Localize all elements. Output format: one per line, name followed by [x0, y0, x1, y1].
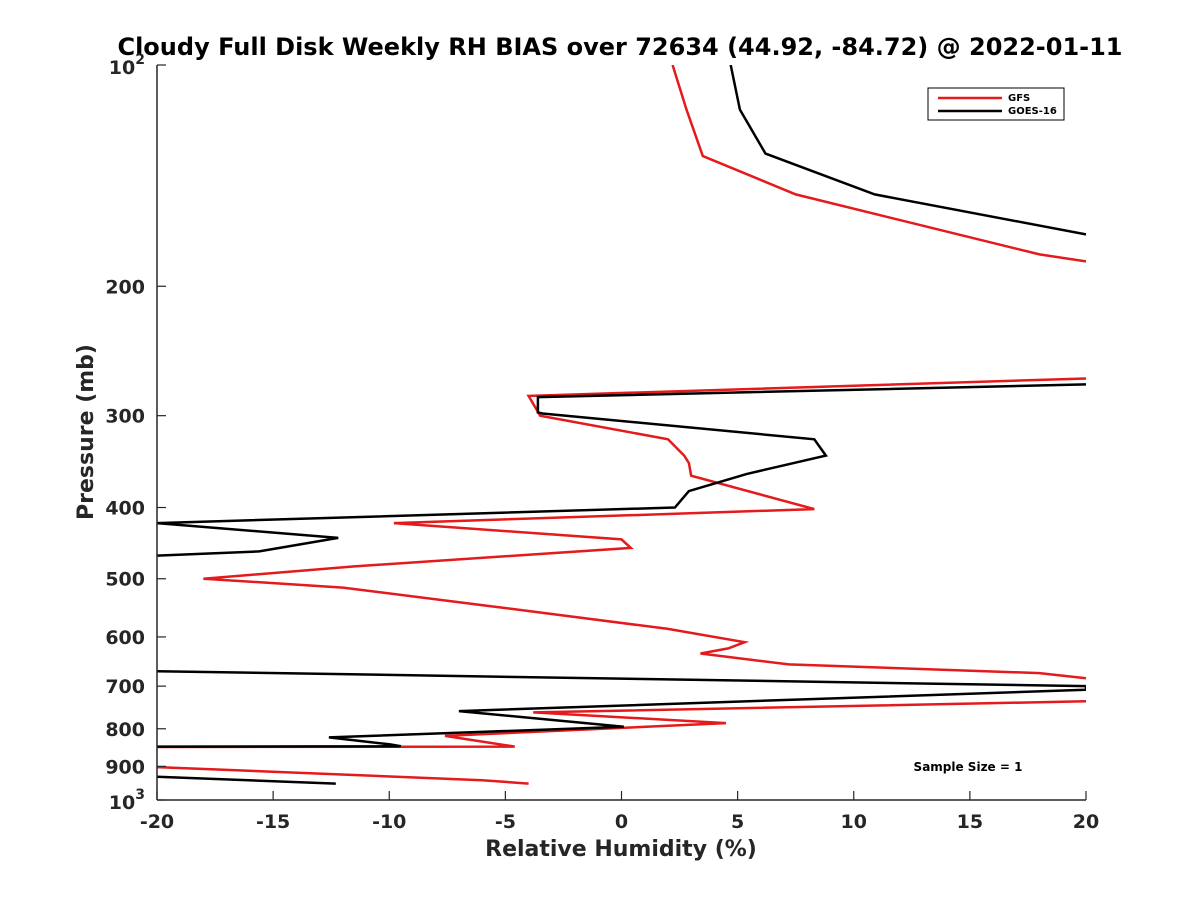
- x-tick-label: 10: [841, 811, 867, 833]
- y-tick-label: 500: [105, 569, 145, 591]
- x-tick-label: -15: [256, 811, 290, 833]
- x-tick-label: -10: [372, 811, 406, 833]
- legend: GFS GOES-16: [927, 87, 1065, 121]
- x-tick-label: 20: [1073, 811, 1099, 833]
- legend-box: [927, 87, 1065, 121]
- x-axis-ticks: -20 -15 -10 -5 0 5 10 15 20: [140, 791, 1099, 833]
- x-tick-label: -5: [495, 811, 516, 833]
- y-tick-label: 800: [105, 719, 145, 741]
- series-line-gfs: [157, 65, 1086, 785]
- y-tick-label: 400: [105, 498, 145, 520]
- x-tick-label: 5: [731, 811, 744, 833]
- y-tick-label: 700: [105, 676, 145, 698]
- y-tick-label: 600: [105, 627, 145, 649]
- sample-size-annotation: Sample Size = 1: [914, 760, 1023, 774]
- series-line-goes-16: [157, 65, 1086, 785]
- y-tick-label: 200: [105, 276, 145, 298]
- y-tick-label: 900: [105, 756, 145, 778]
- plot-lines: [157, 65, 1086, 785]
- x-tick-label: 0: [615, 811, 628, 833]
- x-axis-label: Relative Humidity (%): [485, 837, 757, 862]
- y-tick-label: 300: [105, 406, 145, 428]
- y-axis-label: Pressure (mb): [74, 344, 99, 520]
- chart-title: Cloudy Full Disk Weekly RH BIAS over 726…: [117, 33, 1122, 61]
- x-tick-label: -20: [140, 811, 174, 833]
- x-tick-label: 15: [957, 811, 983, 833]
- legend-label-gfs: GFS: [1008, 93, 1030, 104]
- legend-label-goes-16: GOES-16: [1008, 106, 1057, 117]
